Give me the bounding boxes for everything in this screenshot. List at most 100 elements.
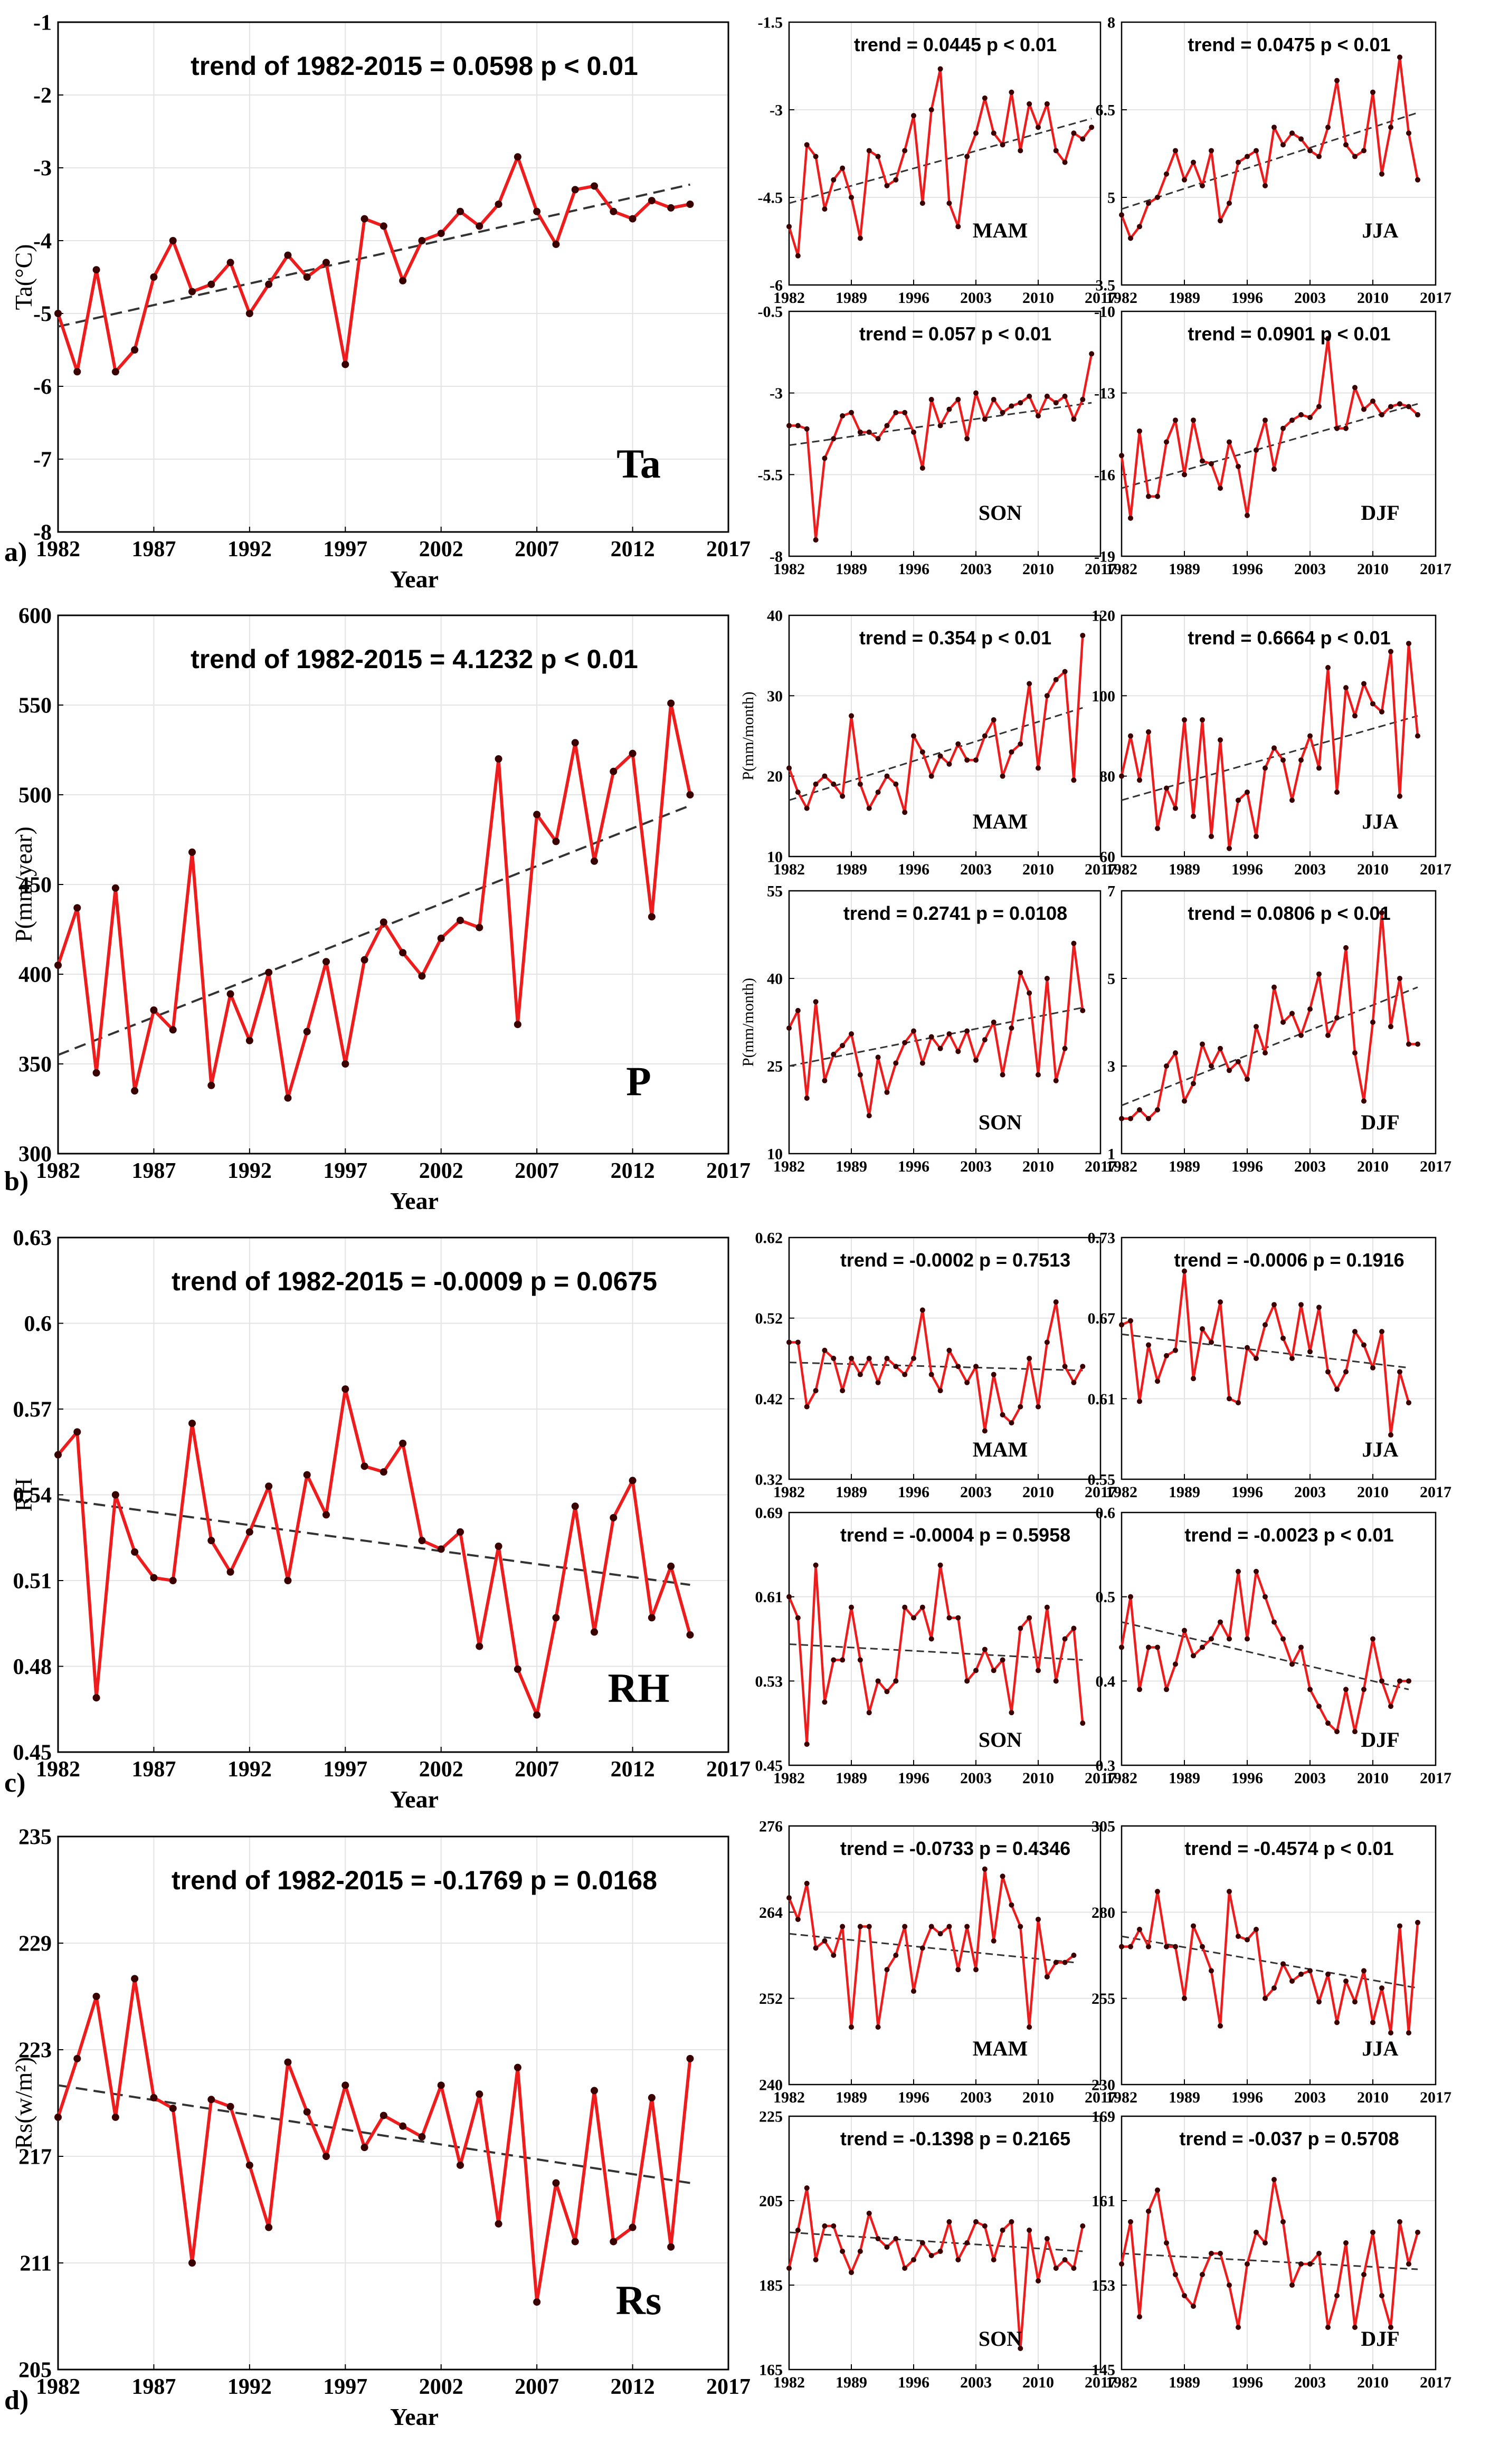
data-point <box>911 113 916 119</box>
data-point <box>1009 2219 1014 2224</box>
data-point <box>284 2058 292 2066</box>
data-point <box>1352 154 1358 159</box>
data-point <box>1263 1050 1268 1056</box>
data-point <box>1245 789 1250 795</box>
data-point <box>322 958 330 966</box>
data-point <box>982 1647 988 1652</box>
data-point <box>928 397 934 403</box>
data-point <box>1271 1302 1277 1308</box>
data-point <box>1370 1020 1375 1025</box>
data-point <box>902 410 908 415</box>
data-point <box>937 1562 943 1568</box>
data-point <box>1146 1644 1151 1650</box>
data-point <box>866 1924 872 1929</box>
data-point <box>1173 148 1178 154</box>
y-tick-label: 264 <box>759 1904 783 1921</box>
data-point <box>514 1665 521 1673</box>
x-tick-label: 1982 <box>1106 560 1137 578</box>
chart-ta-djf: 1982 1989 1996 2003 2010 2017 -19 -16 -13 -10 tren… <box>1094 303 1451 578</box>
data-point <box>360 1462 368 1470</box>
x-tick-label: 2010 <box>1022 2374 1054 2391</box>
data-point <box>1036 413 1041 418</box>
data-point <box>786 423 792 429</box>
x-tick-label: 1996 <box>1231 861 1263 878</box>
data-point <box>1128 515 1133 521</box>
x-tick-label: 2003 <box>1294 2374 1326 2391</box>
y-axis-label: Rs(w/m²) <box>10 2057 37 2149</box>
data-point <box>1361 1342 1366 1348</box>
data-point <box>1316 2251 1322 2256</box>
data-point <box>1119 1644 1124 1650</box>
data-point <box>1280 425 1286 431</box>
data-point <box>629 749 637 757</box>
data-point <box>1128 2219 1133 2224</box>
data-point <box>1352 2325 1358 2330</box>
data-point <box>1388 2325 1393 2330</box>
data-point <box>928 1372 934 1377</box>
data-point <box>1245 154 1250 159</box>
data-point <box>1027 990 1032 996</box>
x-tick-label: 2017 <box>1085 2374 1116 2391</box>
data-point <box>919 2240 925 2246</box>
data-point <box>1071 1380 1077 1385</box>
data-point <box>1137 2314 1142 2319</box>
data-point <box>1263 417 1268 423</box>
data-point <box>822 773 828 779</box>
data-point <box>893 1060 899 1066</box>
data-point <box>1027 1356 1032 1361</box>
data-point <box>1415 1041 1420 1047</box>
x-tick-label: 1987 <box>131 1159 176 1183</box>
x-tick-label: 2003 <box>960 1769 992 1787</box>
data-point <box>1397 1678 1402 1684</box>
data-point <box>1155 1378 1160 1384</box>
y-tick-label: 305 <box>1092 1818 1115 1835</box>
x-tick-label: 2003 <box>1294 861 1326 878</box>
y-tick-label: 20 <box>767 768 783 785</box>
data-point <box>1053 677 1059 682</box>
axes-frame <box>788 1236 1102 1480</box>
data-point <box>131 1975 139 1983</box>
data-point <box>786 224 792 230</box>
data-point <box>1036 1668 1041 1673</box>
data-point <box>1254 148 1259 154</box>
data-point <box>946 761 952 767</box>
data-point <box>552 838 560 845</box>
y-tick-label: 223 <box>18 2039 52 2063</box>
data-point <box>150 1006 158 1014</box>
data-point <box>629 215 637 223</box>
x-tick-label: 1997 <box>323 1757 367 1782</box>
x-tick-label: 2007 <box>515 537 559 562</box>
data-point <box>1071 416 1077 422</box>
data-point <box>849 713 854 719</box>
x-axis-label: Year <box>390 1187 439 1214</box>
y-tick-label: 0.54 <box>13 1483 52 1508</box>
plot-area <box>789 615 1100 857</box>
data-point <box>207 1537 215 1545</box>
data-point <box>437 2081 445 2089</box>
data-point <box>1289 130 1295 136</box>
data-point <box>804 142 810 148</box>
data-point <box>911 2257 916 2262</box>
axes-frame <box>57 21 729 533</box>
data-point <box>92 1993 100 2000</box>
trend-line <box>1121 986 1418 1107</box>
trend-annotation: trend = 0.6664 p < 0.01 <box>1188 627 1390 649</box>
x-tick-label: 1982 <box>1106 2374 1137 2391</box>
data-point <box>1388 125 1393 130</box>
data-point <box>1307 1687 1313 1692</box>
y-axis-label: RH <box>10 1478 37 1512</box>
data-point <box>1325 2325 1331 2330</box>
data-point <box>991 1020 997 1025</box>
data-point <box>857 429 863 435</box>
data-point <box>1343 1687 1349 1692</box>
data-point <box>610 767 618 775</box>
plot-area <box>1122 311 1436 556</box>
trend-line <box>1121 1621 1409 1690</box>
data-point <box>1415 177 1420 183</box>
data-point <box>1053 400 1059 406</box>
data-point <box>1325 1720 1331 1726</box>
data-point <box>822 1699 828 1705</box>
data-point <box>1271 1985 1277 1991</box>
data-point <box>1089 125 1095 130</box>
data-point <box>1289 1011 1295 1016</box>
